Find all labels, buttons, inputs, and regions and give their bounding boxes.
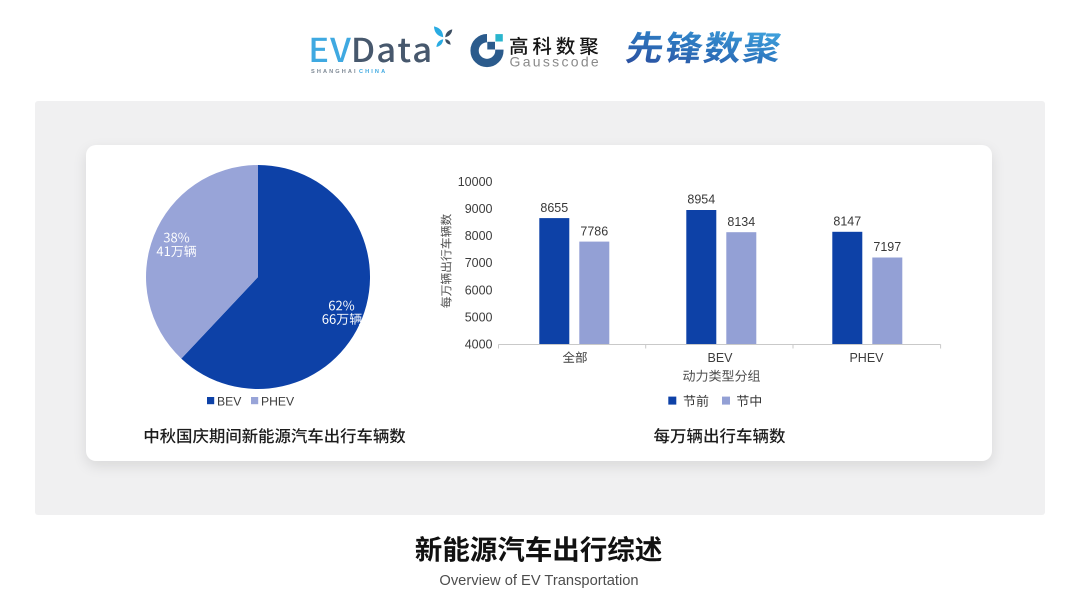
svg-text:4000: 4000 <box>465 337 493 351</box>
svg-text:SHANGHAI: SHANGHAI <box>311 69 358 75</box>
svg-text:7786: 7786 <box>580 224 608 238</box>
svg-text:PHEV: PHEV <box>849 351 884 365</box>
svg-text:BEV: BEV <box>707 351 733 365</box>
svg-text:7000: 7000 <box>465 256 493 270</box>
svg-text:PHEV: PHEV <box>261 394 295 408</box>
svg-text:6000: 6000 <box>465 283 493 297</box>
svg-text:Gausscode: Gausscode <box>510 53 602 69</box>
svg-text:10000: 10000 <box>458 175 493 189</box>
svg-text:8147: 8147 <box>833 215 861 229</box>
svg-text:BEV: BEV <box>217 394 242 408</box>
svg-text:8000: 8000 <box>465 229 493 243</box>
svg-text:9000: 9000 <box>465 202 493 216</box>
svg-text:8655: 8655 <box>540 201 568 215</box>
svg-text:7197: 7197 <box>873 240 901 254</box>
svg-text:8954: 8954 <box>687 193 715 207</box>
svg-text:Overview of EV Transportation: Overview of EV Transportation <box>439 573 638 589</box>
svg-text:8134: 8134 <box>727 215 755 229</box>
svg-text:5000: 5000 <box>465 310 493 324</box>
svg-text:CHINA: CHINA <box>359 69 387 75</box>
